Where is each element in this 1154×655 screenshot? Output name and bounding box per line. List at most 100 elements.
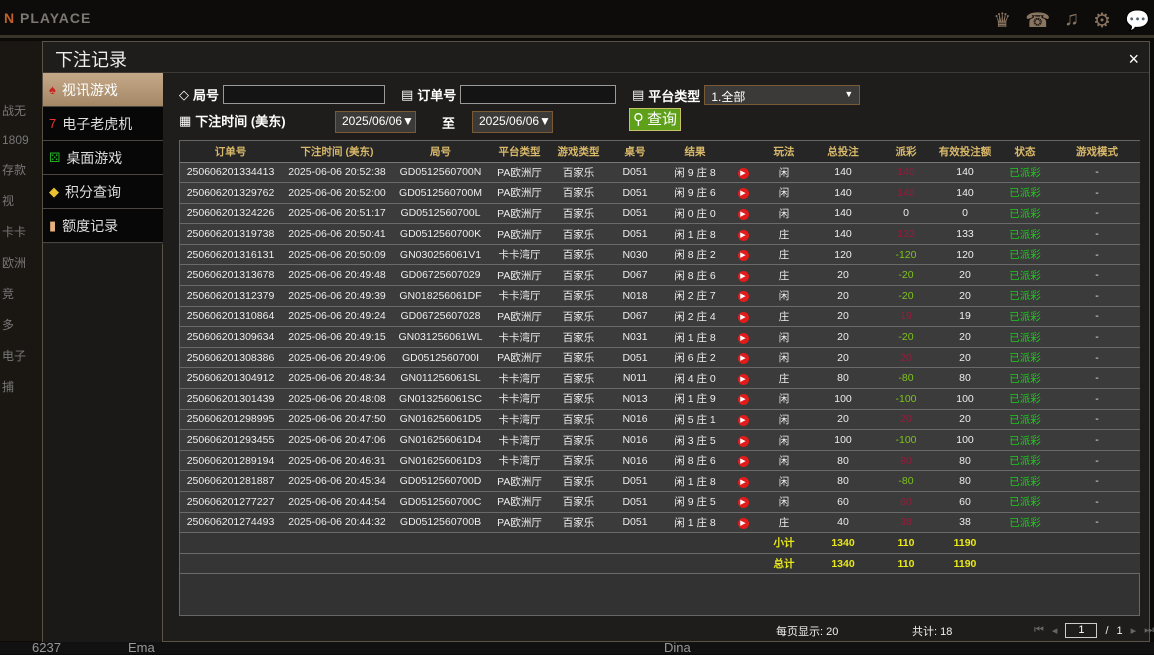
last-page-icon[interactable]: ⏭ [1144,624,1154,636]
date-to-select[interactable]: 2025/06/06▼ [472,111,553,133]
table-cell: 2025-06-06 20:48:34 [281,367,393,390]
sum-cell: 1190 [934,532,996,554]
sum-cell [393,532,488,554]
table-cell: 20 [878,347,934,369]
menu-item-label: 额度记录 [62,217,119,234]
query-button[interactable]: ⚲ 查询 [629,108,682,131]
next-page-icon[interactable]: ▸ [1130,625,1137,637]
play-icon[interactable]: ▶ [737,291,749,303]
platform-select[interactable]: 1.全部 ▼ [704,85,861,105]
table-cell: 19 [878,306,934,328]
play-icon[interactable]: ▶ [737,373,749,385]
column-header: 平台类型 [488,141,551,163]
play-icon[interactable]: ▶ [737,270,749,282]
table-cell: 卡卡湾厅 [488,244,551,266]
table-cell: 100 [808,388,878,410]
table-cell: - [1054,470,1140,492]
play-icon[interactable]: ▶ [737,517,749,529]
table-cell: 庄 [760,244,808,266]
background-bottom: 6237 Ema Dina [0,640,1154,655]
date-from-select[interactable]: 2025/06/06▼ [335,111,416,133]
table-row[interactable]: 250606201334413 2025-06-06 20:52:38 GD0512… [180,162,1140,184]
table-row[interactable]: 250606201313678 2025-06-06 20:49:48 GD0672… [180,264,1140,287]
table-cell: 250606201301439 [180,388,281,410]
table-row[interactable]: 250606201324226 2025-06-06 20:51:17 GD0512… [180,203,1140,225]
table-cell: D051 [606,470,664,492]
round-input[interactable] [223,85,386,104]
menu-item-1[interactable]: 7 电子老虎机 [43,107,163,141]
table-row[interactable]: 250606201274493 2025-06-06 20:44:32 GD0512… [180,512,1140,534]
menu-item-3[interactable]: ◆ 积分查询 [43,175,163,209]
table-row[interactable]: 250606201309634 2025-06-06 20:49:15 GN0312… [180,326,1140,348]
table-row[interactable]: 250606201319738 2025-06-06 20:50:41 GD0512… [180,223,1140,245]
table-cell: GN016256061D5 [393,409,488,431]
table-row[interactable]: 250606201304912 2025-06-06 20:48:34 GN0112… [180,367,1140,390]
bet-table-container[interactable]: 订单号 下注时间 (美东) 局号 平台类型 游戏类型 桌号 结果 玩法 总投注 派彩 有效投注额 状态… [179,140,1140,616]
table-row[interactable]: 250606201329762 2025-06-06 20:52:00 GD0512… [180,182,1140,204]
table-row[interactable]: 250606201289194 2025-06-06 20:46:31 GN0162… [180,450,1140,472]
table-row[interactable]: 250606201310864 2025-06-06 20:49:24 GD0672… [180,306,1140,328]
play-icon[interactable]: ▶ [737,353,749,365]
play-icon[interactable]: ▶ [737,208,749,220]
table-cell: 闲 6 庄 2 [664,347,726,369]
table-cell: GD0512560700N [393,162,488,184]
table-cell: 闲 [760,182,808,204]
table-cell: 250606201334413 [180,162,281,184]
table-cell: 百家乐 [551,367,606,390]
play-icon[interactable]: ▶ [737,188,749,200]
table-cell: PA欧洲厅 [488,264,551,287]
order-input[interactable] [460,85,617,104]
close-icon[interactable]: × [1128,49,1139,69]
play-icon[interactable]: ▶ [737,435,749,447]
music-icon[interactable]: ♫ [1064,8,1080,30]
play-icon[interactable]: ▶ [737,311,749,323]
table-cell: D067 [606,306,664,328]
table-cell: 百家乐 [551,470,606,492]
menu-item-label: 电子老虎机 [62,115,133,132]
table-cell: 庄 [760,367,808,390]
menu-item-0[interactable]: ♠ 视讯游戏 [43,73,163,107]
table-cell: 庄 [760,306,808,328]
table-row[interactable]: 250606201312379 2025-06-06 20:49:39 GN0182… [180,285,1140,307]
play-icon[interactable]: ▶ [737,456,749,468]
table-cell: GD0512560700M [393,182,488,204]
table-row[interactable]: 250606201277227 2025-06-06 20:44:54 GD0512… [180,491,1140,513]
play-icon[interactable]: ▶ [737,476,749,488]
table-cell: 140 [934,162,996,184]
table-cell: 140 [808,182,878,204]
table-cell: GD0512560700K [393,223,488,245]
table-row[interactable]: 250606201298995 2025-06-06 20:47:50 GN0162… [180,409,1140,431]
first-page-icon[interactable]: ⏮ [1034,624,1044,636]
page-input[interactable]: 1 [1065,623,1098,638]
play-icon[interactable]: ▶ [737,167,749,179]
prev-page-icon[interactable]: ◂ [1051,625,1058,637]
table-cell: 250606201329762 [180,182,281,204]
table-cell: - [1054,347,1140,369]
play-icon[interactable]: ▶ [737,414,749,426]
table-cell: PA欧洲厅 [488,491,551,513]
play-icon[interactable]: ▶ [737,229,749,241]
table-cell: 闲 2 庄 7 [664,285,726,307]
play-icon[interactable]: ▶ [737,394,749,406]
chat-icon[interactable]: 💬 [1125,10,1150,32]
table-row[interactable]: 250606201281887 2025-06-06 20:45:34 GD0512… [180,470,1140,492]
play-icon[interactable]: ▶ [737,250,749,262]
table-row[interactable]: 250606201308386 2025-06-06 20:49:06 GD0512… [180,347,1140,369]
menu-item-2[interactable]: ⚄ 桌面游戏 [43,141,163,175]
table-cell: 80 [808,470,878,492]
table-cell: 已派彩 [996,367,1054,390]
table-row[interactable]: 250606201293455 2025-06-06 20:47:06 GN0162… [180,429,1140,451]
table-row[interactable]: 250606201301439 2025-06-06 20:48:08 GN0132… [180,388,1140,410]
menu-item-4[interactable]: ▮ 额度记录 [43,209,163,243]
table-cell: 20 [808,264,878,287]
play-icon[interactable]: ▶ [737,332,749,344]
video-replay-cell: ▶ [726,306,760,328]
customer-service-icon[interactable]: ☎ [1025,10,1051,32]
table-cell: 卡卡湾厅 [488,409,551,431]
table-row[interactable]: 250606201316131 2025-06-06 20:50:09 GN0302… [180,244,1140,266]
total-count: 共计: 18 [912,626,953,638]
play-icon[interactable]: ▶ [737,497,749,509]
gear-icon[interactable]: ⚙ [1093,10,1112,32]
sum-cell: 110 [878,553,934,575]
vip-icon[interactable]: ♛ [993,10,1012,32]
